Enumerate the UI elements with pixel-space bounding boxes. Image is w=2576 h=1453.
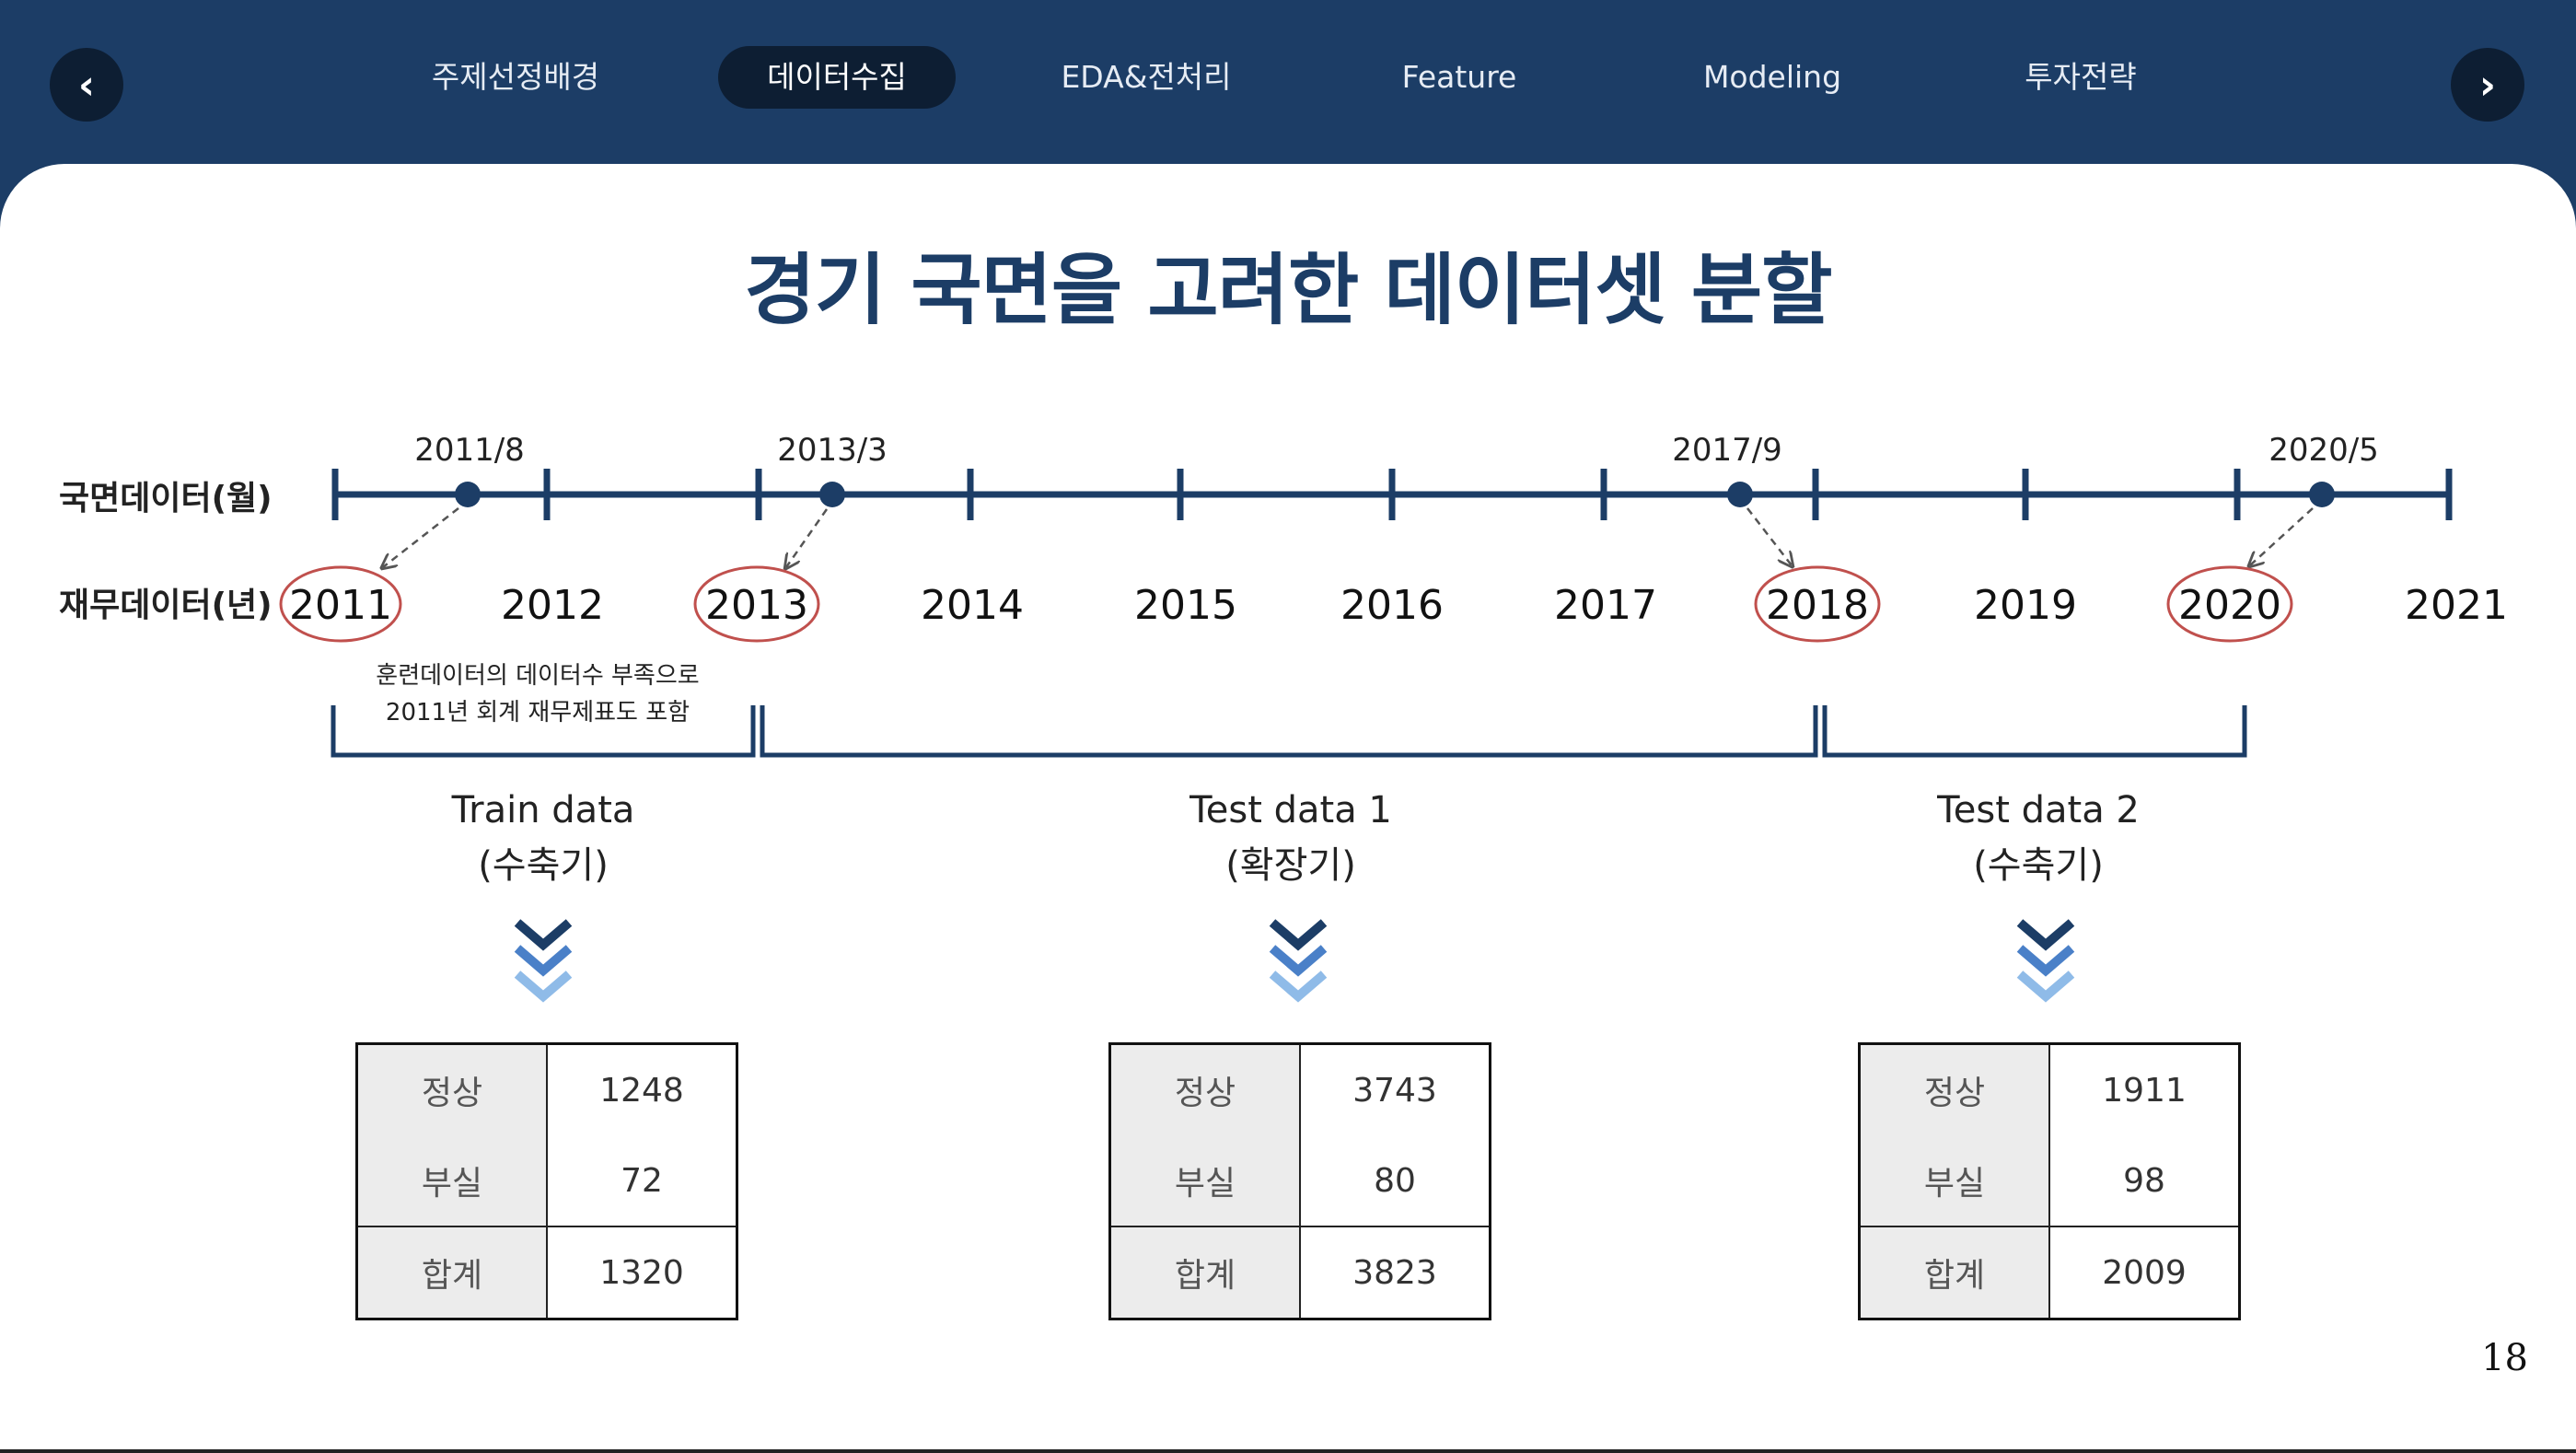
highlight-circle — [279, 565, 402, 643]
table-value: 1248 — [599, 1071, 684, 1110]
highlight-circle — [693, 565, 820, 643]
table-key: 부실 — [356, 1135, 548, 1226]
table-value: 3743 — [1352, 1071, 1437, 1110]
tab-eda-preprocessing[interactable]: EDA&전처리 — [1061, 59, 1232, 95]
year-label: 2012 — [501, 582, 604, 629]
tab-data-collection[interactable]: 데이터수집 — [718, 46, 956, 109]
test1-count-table: 정상 3743 부실 80 합계 3823 — [1108, 1042, 1491, 1320]
table-key: 합계 — [356, 1226, 548, 1319]
set-phase: (수축기) — [478, 844, 609, 887]
train-count-table: 정상 1248 부실 72 합계 1320 — [355, 1042, 738, 1320]
table-row: 부실 98 — [1859, 1135, 2240, 1226]
table-key: 정상 — [1859, 1043, 2050, 1135]
table-value: 72 — [621, 1161, 663, 1200]
year-label: 2020 — [2178, 582, 2281, 629]
table-value: 1911 — [2102, 1071, 2187, 1110]
table-value: 80 — [1374, 1161, 1416, 1200]
tab-modeling[interactable]: Modeling — [1702, 59, 1842, 95]
table-key: 합계 — [1109, 1226, 1301, 1319]
chevron-left-icon[interactable]: ‹ — [50, 48, 123, 122]
point-2017-9 — [1727, 482, 1753, 507]
table-value: 2009 — [2049, 1226, 2240, 1319]
set-name: Test data 2 — [1937, 789, 2140, 831]
test2-set-label: Test data 2 (수축기) — [1762, 783, 2315, 893]
highlight-circle — [1754, 565, 1881, 643]
page-title: 경기 국면을 고려한 데이터셋 분할 — [744, 245, 1833, 335]
year-label: 2011 — [289, 582, 392, 629]
table-value: 3823 — [1300, 1226, 1491, 1319]
test1-set-label: Test data 1 (확장기) — [1015, 783, 1567, 893]
table-value: 1320 — [547, 1226, 737, 1319]
set-phase: (확장기) — [1225, 844, 1356, 887]
train-set-label: Train data (수축기) — [267, 783, 819, 893]
note-line-1: 훈련데이터의 데이터수 부족으로 — [376, 662, 699, 690]
point-2011-8 — [455, 482, 481, 507]
year-label: 2017 — [1554, 582, 1657, 629]
year-label: 2014 — [921, 582, 1024, 629]
train-bracket — [331, 705, 756, 758]
chevron-down-icon — [1269, 919, 1328, 1003]
monthly-row-label: 국면데이터(월) — [59, 480, 273, 517]
highlight-circle — [2166, 565, 2293, 643]
point-label: 2020/5 — [2269, 432, 2379, 469]
point-label: 2017/9 — [1672, 432, 1782, 469]
dashed-arrow — [786, 508, 829, 567]
table-row: 합계 2009 — [1859, 1226, 2240, 1319]
chevron-down-icon — [2016, 919, 2075, 1003]
point-2013-3 — [819, 482, 845, 507]
year-label: 2013 — [705, 582, 808, 629]
annual-row-label: 재무데이터(년) — [59, 587, 273, 624]
page-number: 18 — [2481, 1337, 2528, 1379]
table-row: 정상 1911 — [1859, 1043, 2240, 1135]
year-label: 2016 — [1340, 582, 1444, 629]
set-name: Train data — [451, 789, 635, 831]
test2-count-table: 정상 1911 부실 98 합계 2009 — [1858, 1042, 2241, 1320]
point-2020-5 — [2309, 482, 2335, 507]
year-label: 2015 — [1134, 582, 1237, 629]
chevron-down-icon — [514, 919, 573, 1003]
table-row: 부실 72 — [356, 1135, 737, 1226]
year-label: 2018 — [1766, 582, 1869, 629]
table-key: 합계 — [1859, 1226, 2050, 1319]
table-key: 부실 — [1109, 1135, 1301, 1226]
table-row: 합계 1320 — [356, 1226, 737, 1319]
tab-investment-strategy[interactable]: 투자전략 — [2025, 59, 2137, 95]
table-key: 부실 — [1859, 1135, 2050, 1226]
dashed-arrow — [383, 507, 459, 567]
timeline-ticks — [331, 469, 2453, 520]
dashed-arrow — [1746, 507, 1792, 565]
set-name: Test data 1 — [1189, 789, 1392, 831]
year-label: 2021 — [2405, 582, 2508, 629]
table-key: 정상 — [356, 1043, 548, 1135]
test1-bracket — [760, 705, 1818, 758]
table-row: 정상 1248 — [356, 1043, 737, 1135]
table-row: 정상 3743 — [1109, 1043, 1491, 1135]
note-line-2: 2011년 회계 재무제표도 포함 — [386, 699, 690, 726]
top-nav: ‹ 주제선정배경 데이터수집 EDA&전처리 Feature Modeling … — [0, 0, 2576, 166]
chevron-right-icon[interactable]: › — [2451, 48, 2524, 122]
footer-divider — [0, 1449, 2576, 1453]
tab-feature[interactable]: Feature — [1401, 59, 1517, 95]
test2-bracket — [1822, 705, 2247, 758]
year-label: 2019 — [1974, 582, 2077, 629]
point-label: 2013/3 — [777, 432, 888, 469]
year-labels: 2011 2012 2013 2014 2015 2016 2017 2018 … — [289, 582, 2508, 629]
table-value: 98 — [2123, 1161, 2165, 1200]
tab-topic-background[interactable]: 주제선정배경 — [431, 59, 600, 95]
table-row: 부실 80 — [1109, 1135, 1491, 1226]
set-phase: (수축기) — [1973, 844, 2104, 887]
table-key: 정상 — [1109, 1043, 1301, 1135]
point-label: 2011/8 — [414, 432, 525, 469]
dashed-arrow — [2250, 507, 2314, 565]
table-row: 합계 3823 — [1109, 1226, 1491, 1319]
